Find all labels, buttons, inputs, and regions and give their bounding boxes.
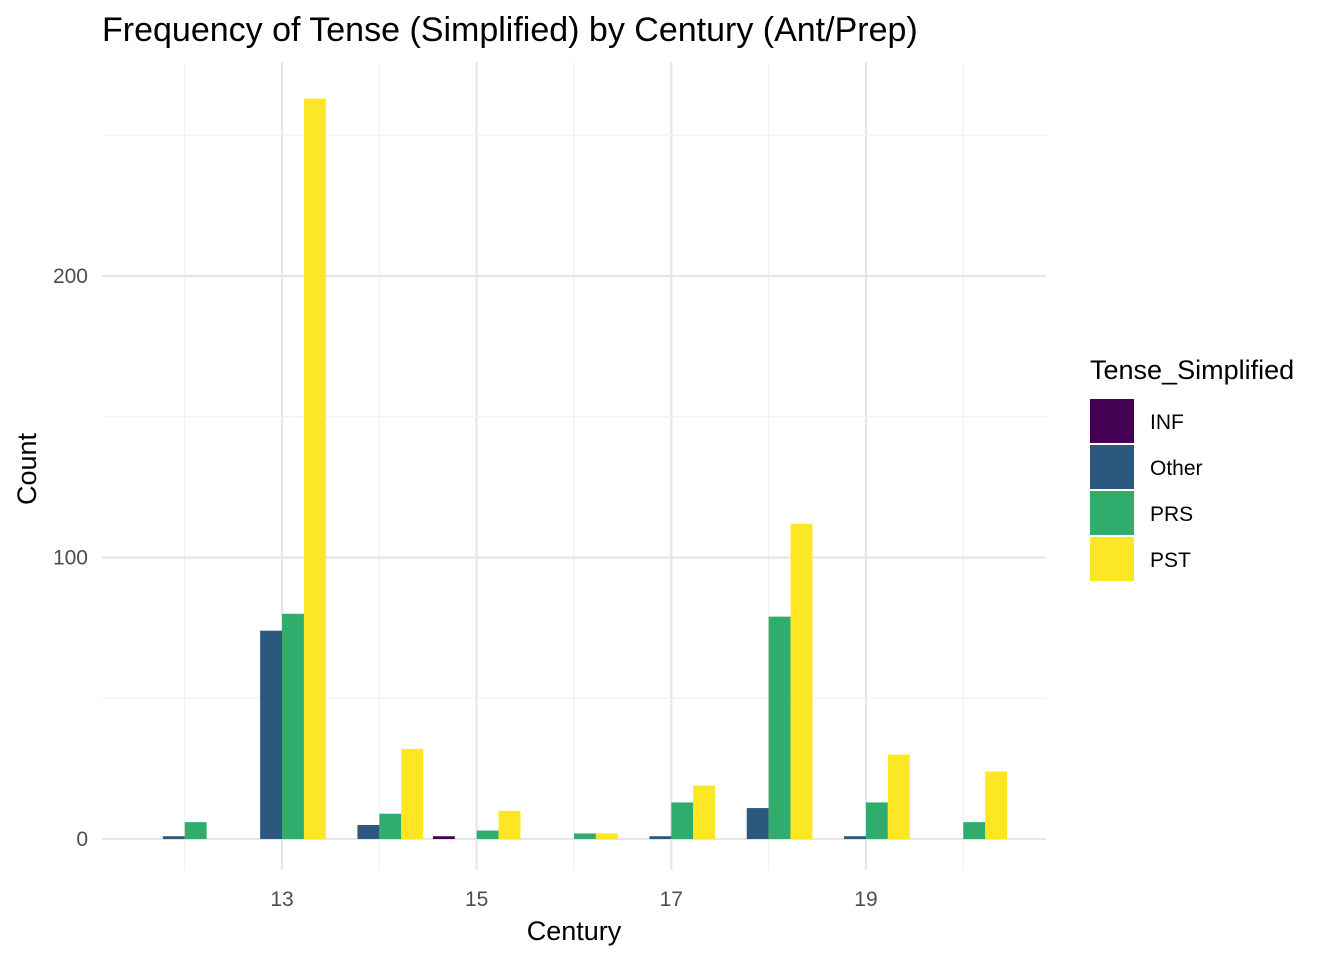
legend: Tense_Simplified INF Other PRS PST	[1090, 355, 1294, 581]
y-tick-label: 100	[53, 546, 88, 569]
chart-title: Frequency of Tense (Simplified) by Centu…	[102, 11, 918, 49]
x-tick-label: 19	[854, 888, 877, 911]
legend-label-other: Other	[1150, 457, 1203, 480]
bar-pst-15	[498, 810, 521, 840]
bar-prs-15	[476, 830, 499, 840]
bar-pst-18	[790, 523, 813, 840]
y-tick-label: 0	[76, 828, 88, 851]
bar-prs-18	[768, 616, 791, 840]
bar-inf-15	[432, 836, 455, 840]
legend-key-pst	[1090, 537, 1134, 581]
bar-pst-13	[303, 98, 326, 840]
y-axis-title: Count	[12, 432, 42, 505]
bar-pst-16	[595, 833, 618, 840]
bar-other-19	[844, 836, 866, 840]
x-tick-label: 13	[270, 888, 293, 911]
bar-pst-19	[887, 754, 910, 840]
y-tick-label: 200	[53, 265, 88, 288]
bar-pst-14	[401, 748, 424, 840]
bars	[162, 98, 1008, 840]
legend-label-pst: PST	[1150, 549, 1191, 572]
legend-title: Tense_Simplified	[1090, 355, 1294, 385]
bar-prs-20	[963, 822, 986, 840]
bar-other-14	[357, 824, 380, 840]
bar-other-17	[649, 836, 672, 840]
bar-prs-16	[574, 833, 596, 840]
bar-prs-12	[184, 822, 207, 840]
grid	[102, 62, 1046, 870]
x-axis-ticks: 13 15 17 19	[270, 888, 877, 911]
legend-key-prs	[1090, 491, 1134, 535]
bar-other-18	[746, 808, 769, 840]
bar-prs-13	[282, 613, 304, 840]
y-axis-ticks: 0 100 200	[53, 265, 88, 851]
x-tick-label: 17	[660, 888, 683, 911]
bar-pst-20	[985, 771, 1008, 840]
x-tick-label: 15	[465, 888, 488, 911]
bar-pst-17	[693, 785, 716, 840]
legend-label-prs: PRS	[1150, 503, 1193, 526]
bar-other-12	[162, 836, 185, 840]
legend-label-inf: INF	[1150, 411, 1184, 434]
x-axis-title: Century	[527, 916, 622, 946]
bar-prs-19	[865, 802, 888, 840]
bar-other-13	[260, 630, 283, 840]
bar-prs-17	[671, 802, 694, 840]
legend-key-other	[1090, 445, 1134, 489]
legend-key-inf	[1090, 399, 1134, 443]
bar-prs-14	[379, 813, 402, 840]
